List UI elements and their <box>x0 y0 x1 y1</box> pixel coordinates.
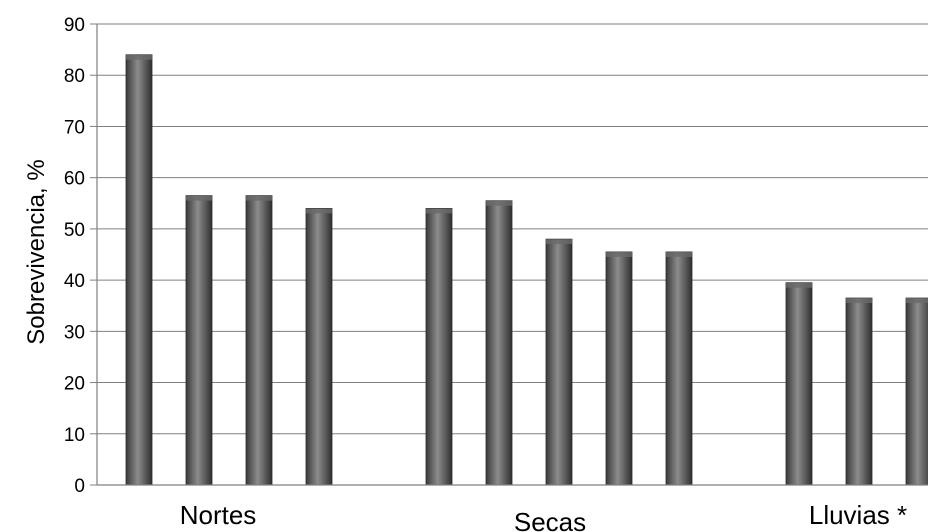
bar <box>485 200 513 486</box>
bar <box>245 195 273 486</box>
y-tick-label: 60 <box>64 169 85 190</box>
bar-cap <box>186 195 212 201</box>
bars <box>125 54 928 486</box>
bar-cap <box>546 239 572 245</box>
y-tick-label: 80 <box>64 66 85 87</box>
bar-cap <box>906 298 928 304</box>
axes <box>96 24 928 486</box>
y-tick-label: 0 <box>74 476 85 497</box>
bar <box>545 238 573 486</box>
bar <box>425 207 453 486</box>
bar <box>785 282 813 486</box>
bar-cap <box>306 208 332 214</box>
bar-cap <box>666 251 692 257</box>
bar-cap <box>486 200 512 206</box>
category-labels: Nortes Secas Lluvias * <box>180 500 907 532</box>
bar <box>665 251 693 486</box>
bar-cap <box>786 282 812 288</box>
y-tick-label: 10 <box>64 425 85 446</box>
y-tick-label: 70 <box>64 117 85 138</box>
bar <box>905 297 928 486</box>
y-axis-title: Sobrevivencia, % <box>23 159 50 344</box>
gridlines <box>90 23 928 486</box>
y-tick-label: 40 <box>64 271 85 292</box>
bar <box>605 251 633 486</box>
bar-cap <box>246 195 272 201</box>
bar-cap <box>606 251 632 257</box>
y-tick-label: 20 <box>64 374 85 395</box>
y-tick-label: 90 <box>64 15 85 36</box>
y-tick-label: 50 <box>64 220 85 241</box>
category-label: Lluvias * <box>809 500 907 530</box>
y-tick-labels: 0 10 20 30 40 50 60 70 80 90 <box>64 15 85 497</box>
bar-cap <box>846 298 872 304</box>
bar <box>185 195 213 486</box>
bar-cap <box>126 54 152 60</box>
bar-cap <box>426 208 452 214</box>
bar <box>305 207 333 486</box>
bar <box>125 54 153 486</box>
y-tick-label: 30 <box>64 322 85 343</box>
bar <box>845 297 873 486</box>
category-label: Secas <box>514 507 586 532</box>
category-label: Nortes <box>180 500 257 530</box>
